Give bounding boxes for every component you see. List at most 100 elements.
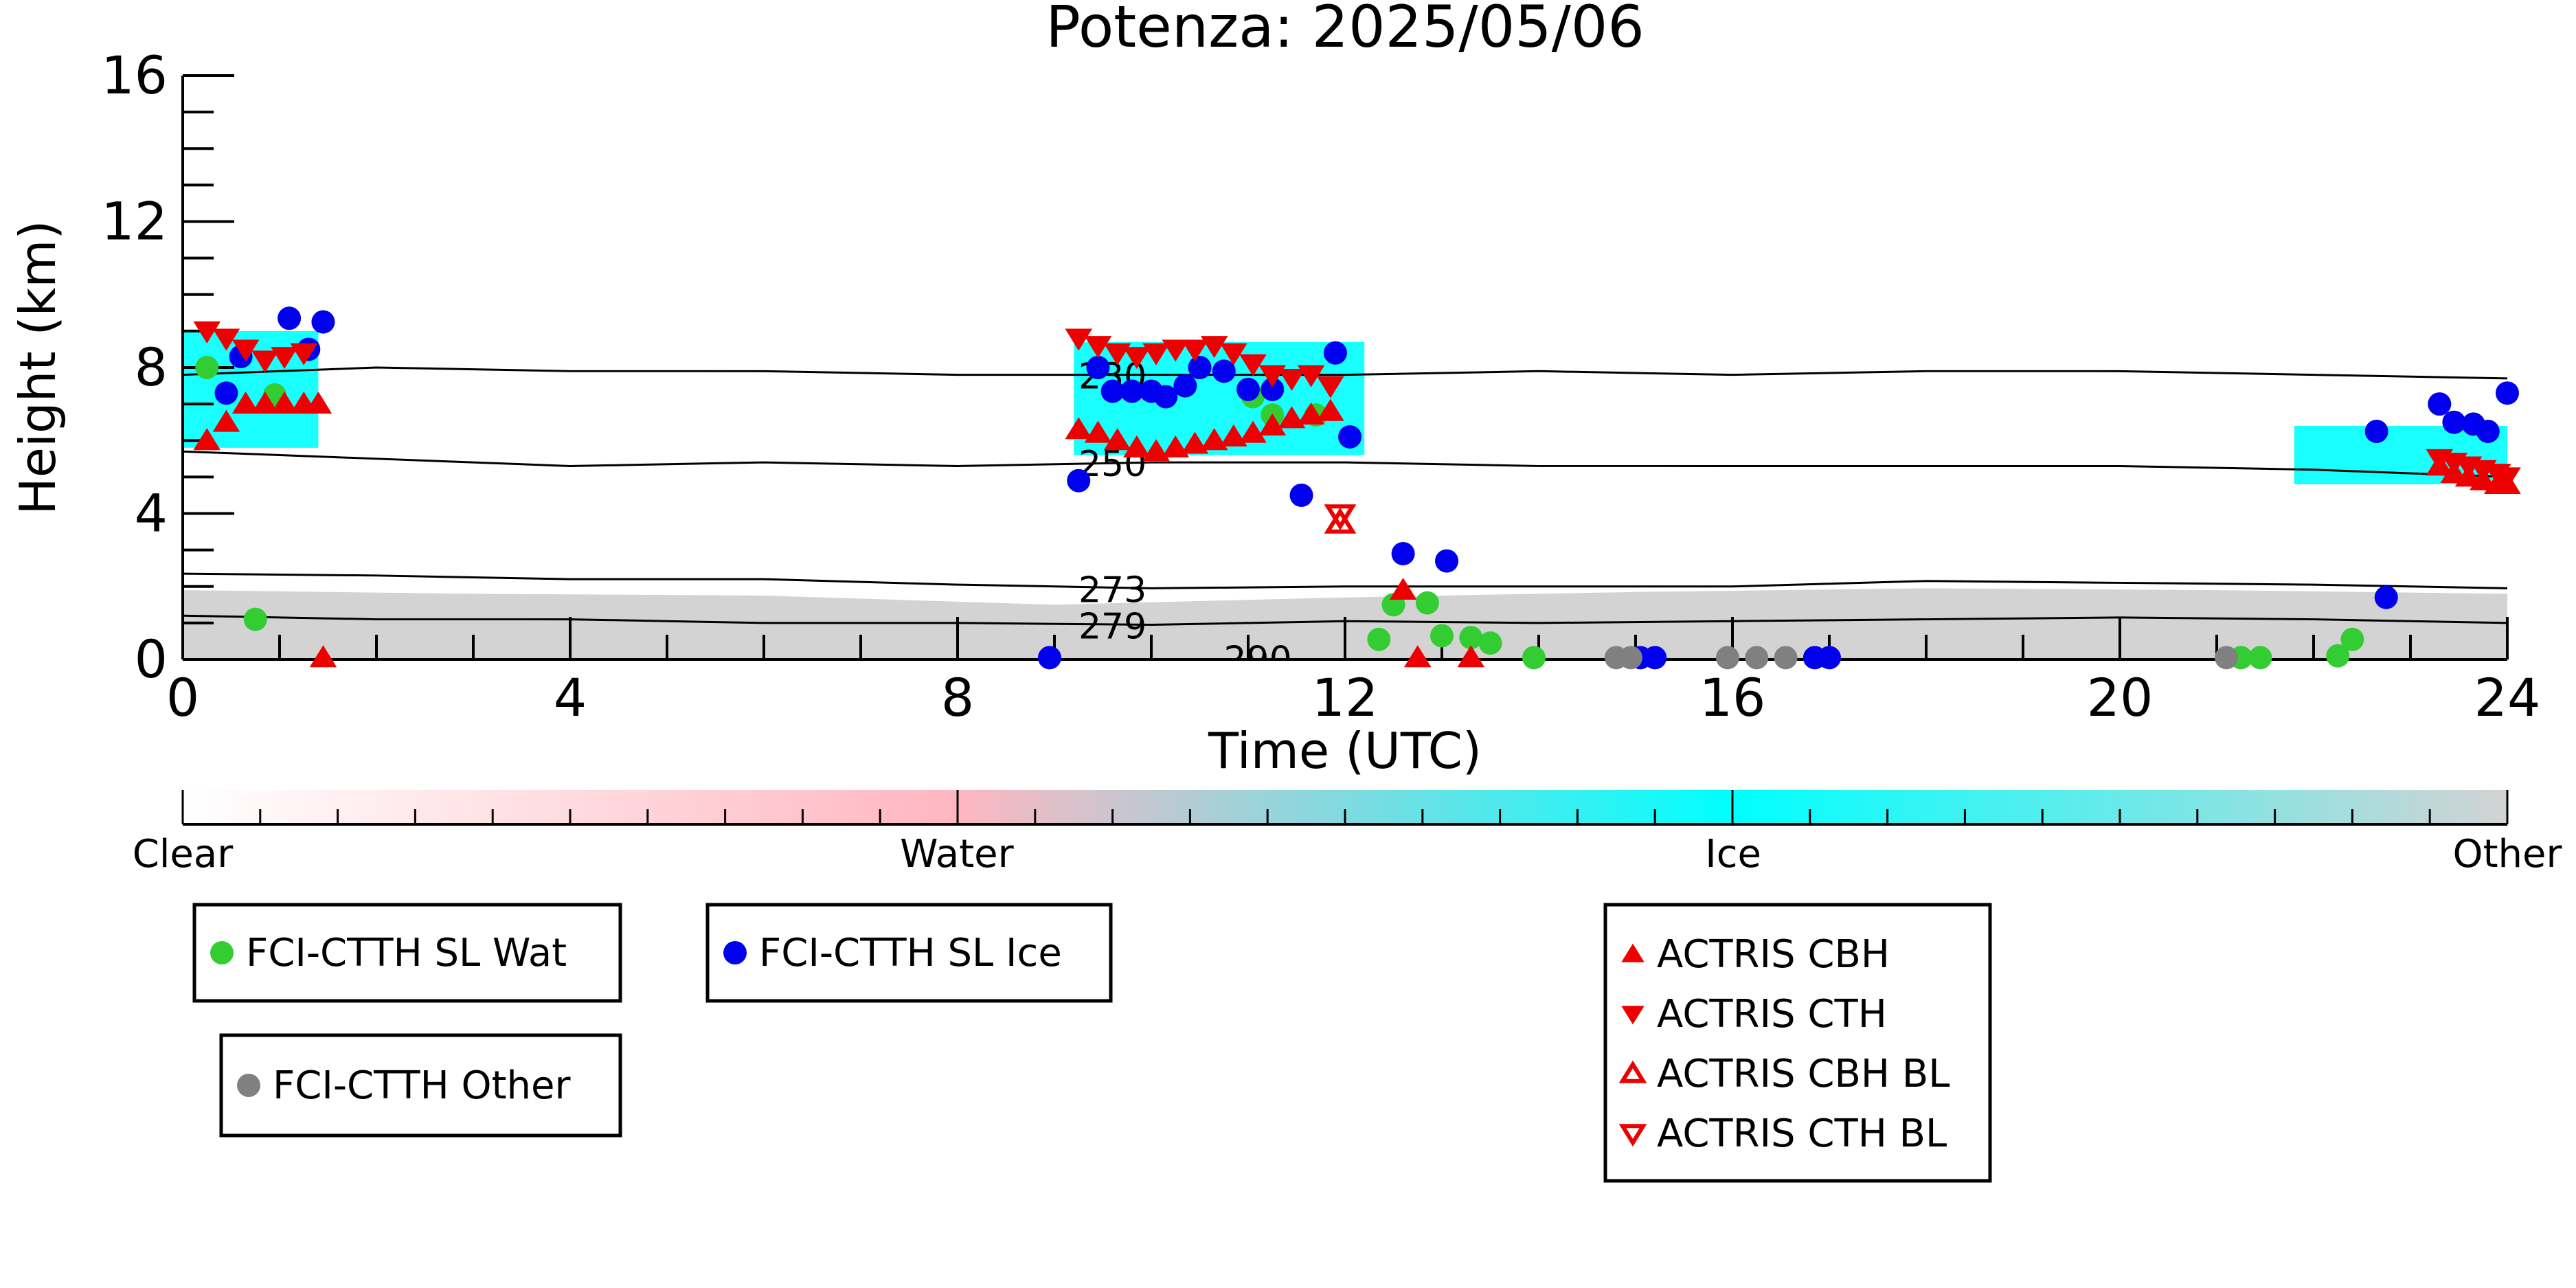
point-actris-cth [1278, 368, 1306, 392]
point-actris-cbh [1278, 406, 1306, 429]
point-fci-ctth-sl-ice [1120, 379, 1144, 403]
point-fci-ctth-sl-ice [2374, 585, 2398, 609]
point-fci-ctth-sl-ice [1261, 377, 1285, 401]
y-tick-label: 8 [135, 337, 168, 398]
point-fci-ctth-sl-ice [1391, 541, 1415, 565]
point-fci-ctth-sl-ice [2428, 392, 2452, 416]
legend-label-fci-ctth-sl-ice: FCI-CTTH SL Ice [759, 931, 1062, 975]
x-tick-label: 24 [2474, 667, 2541, 728]
point-fci-ctth-sl-ice [1086, 356, 1110, 379]
point-fci-ctth-other [1618, 646, 1642, 670]
point-actris-cth [1258, 365, 1287, 387]
point-fci-ctth-sl-ice [2496, 381, 2519, 405]
isotherm-250 [183, 450, 2507, 478]
point-actris-cth [1297, 365, 1325, 387]
point-actris-cbh [251, 392, 279, 414]
x-tick-label: 20 [2087, 667, 2154, 728]
point-fci-ctth-sl-ice [1067, 468, 1091, 493]
legend-layer: FCI-CTTH SL Wat FCI-CTTH SL Ice FCI-CTTH O… [192, 903, 1992, 1183]
point-fci-ctth-sl-ice [214, 381, 238, 405]
point-actris-cbh [309, 645, 337, 668]
point-fci-ctth-sl-wat [1522, 646, 1546, 670]
colorbar-label-ice: Ice [1705, 832, 1761, 877]
point-actris-cth [193, 321, 221, 343]
legend-marker-fci-ctth-sl-wat [210, 941, 234, 964]
y-tick-label: 16 [101, 45, 168, 106]
point-fci-ctth-sl-wat [1478, 631, 1502, 655]
point-actris-cth [1220, 343, 1247, 365]
point-actris-cbh [1297, 402, 1325, 425]
point-actris-cbh [1084, 420, 1112, 443]
x-tick-label: 12 [1312, 667, 1379, 728]
legend-marker-fci-ctth-sl-ice [723, 941, 747, 964]
point-fci-ctth-sl-ice [1154, 385, 1178, 409]
point-fci-ctth-sl-ice [311, 310, 335, 334]
point-actris-cbh [271, 392, 298, 414]
isotherm-label-273: 273 [1078, 569, 1146, 611]
point-actris-cbh [1123, 435, 1151, 457]
legend-box-2: FCI-CTTH SL Ice [705, 903, 1113, 1003]
point-fci-ctth-sl-ice [2442, 410, 2466, 434]
chart-title: Potenza: 2025/05/06 [1046, 0, 1645, 60]
point-actris-cbh [1317, 398, 1344, 421]
point-fci-ctth-sl-wat [1367, 627, 1391, 651]
point-actris-cth [1065, 328, 1093, 351]
legend-box-1: FCI-CTTH SL Wat [192, 903, 622, 1003]
point-fci-ctth-sl-wat [2340, 627, 2364, 651]
y-tick-label: 0 [135, 629, 168, 690]
point-actris-cbh [1239, 420, 1267, 443]
point-actris-cth-bl [1324, 504, 1357, 531]
axes: 0 4 8 12 16 0 4 8 12 16 20 24 [101, 45, 2540, 728]
point-actris-cth [271, 347, 298, 370]
legend-marker-fci-ctth-other [237, 1074, 260, 1097]
point-actris-cbh [1200, 428, 1228, 451]
point-actris-cth [1103, 343, 1131, 365]
point-actris-cth [1162, 339, 1190, 362]
point-actris-cbh [304, 392, 332, 414]
point-fci-ctth-other [1774, 646, 1798, 670]
point-fci-ctth-sl-ice [278, 306, 302, 330]
point-actris-cth [1200, 336, 1228, 359]
point-actris-cth [2494, 467, 2521, 490]
isotherm-273 [183, 572, 2507, 589]
point-actris-cbh [1162, 435, 1190, 457]
point-fci-ctth-sl-ice [1236, 377, 1260, 401]
point-fci-ctth-sl-wat [195, 356, 219, 379]
point-fci-ctth-sl-wat [2326, 644, 2350, 668]
isotherm-230 [183, 366, 2507, 380]
legend-label-actris-cth: ACTRIS CTH [1657, 992, 1887, 1037]
legend-marker-actris-cbh [1621, 943, 1645, 962]
point-actris-cth [1123, 347, 1151, 370]
point-actris-cth [1181, 339, 1209, 362]
legend-marker-actris-cth-bl [1618, 1124, 1647, 1147]
point-actris-cth [1317, 376, 1344, 398]
point-fci-ctth-sl-ice [1289, 483, 1313, 507]
x-tick-label: 4 [554, 667, 587, 728]
point-fci-ctth-sl-ice [1173, 374, 1197, 398]
point-actris-cbh [1389, 577, 1417, 600]
isotherm-label-290: 290 [1223, 639, 1291, 680]
point-fci-ctth-sl-ice [1188, 356, 1212, 379]
point-fci-ctth-sl-wat [2248, 646, 2272, 670]
point-fci-ctth-other [1745, 646, 1769, 670]
point-actris-cbh [1142, 439, 1170, 462]
point-actris-cbh [1258, 413, 1287, 436]
legend-label-actris-cth-bl: ACTRIS CTH BL [1657, 1111, 1947, 1156]
point-actris-cbh [1457, 645, 1485, 668]
point-fci-ctth-sl-wat [1430, 624, 1454, 648]
point-fci-ctth-other [2215, 646, 2239, 670]
point-fci-ctth-sl-ice [1100, 379, 1125, 403]
point-actris-cbh [212, 409, 240, 432]
legend-label-fci-ctth-other: FCI-CTTH Other [273, 1063, 571, 1108]
point-fci-ctth-sl-ice [1338, 425, 1362, 449]
point-actris-cth [212, 328, 240, 351]
colorbar-label-clear: Clear [133, 832, 234, 877]
point-actris-cth [290, 343, 318, 365]
point-fci-ctth-sl-wat [243, 607, 267, 631]
point-fci-ctth-sl-ice [1323, 341, 1347, 365]
point-actris-cbh-bl [1324, 507, 1357, 534]
point-actris-cth [231, 339, 260, 362]
point-actris-cth [251, 350, 279, 373]
point-fci-ctth-sl-ice [2364, 419, 2388, 443]
